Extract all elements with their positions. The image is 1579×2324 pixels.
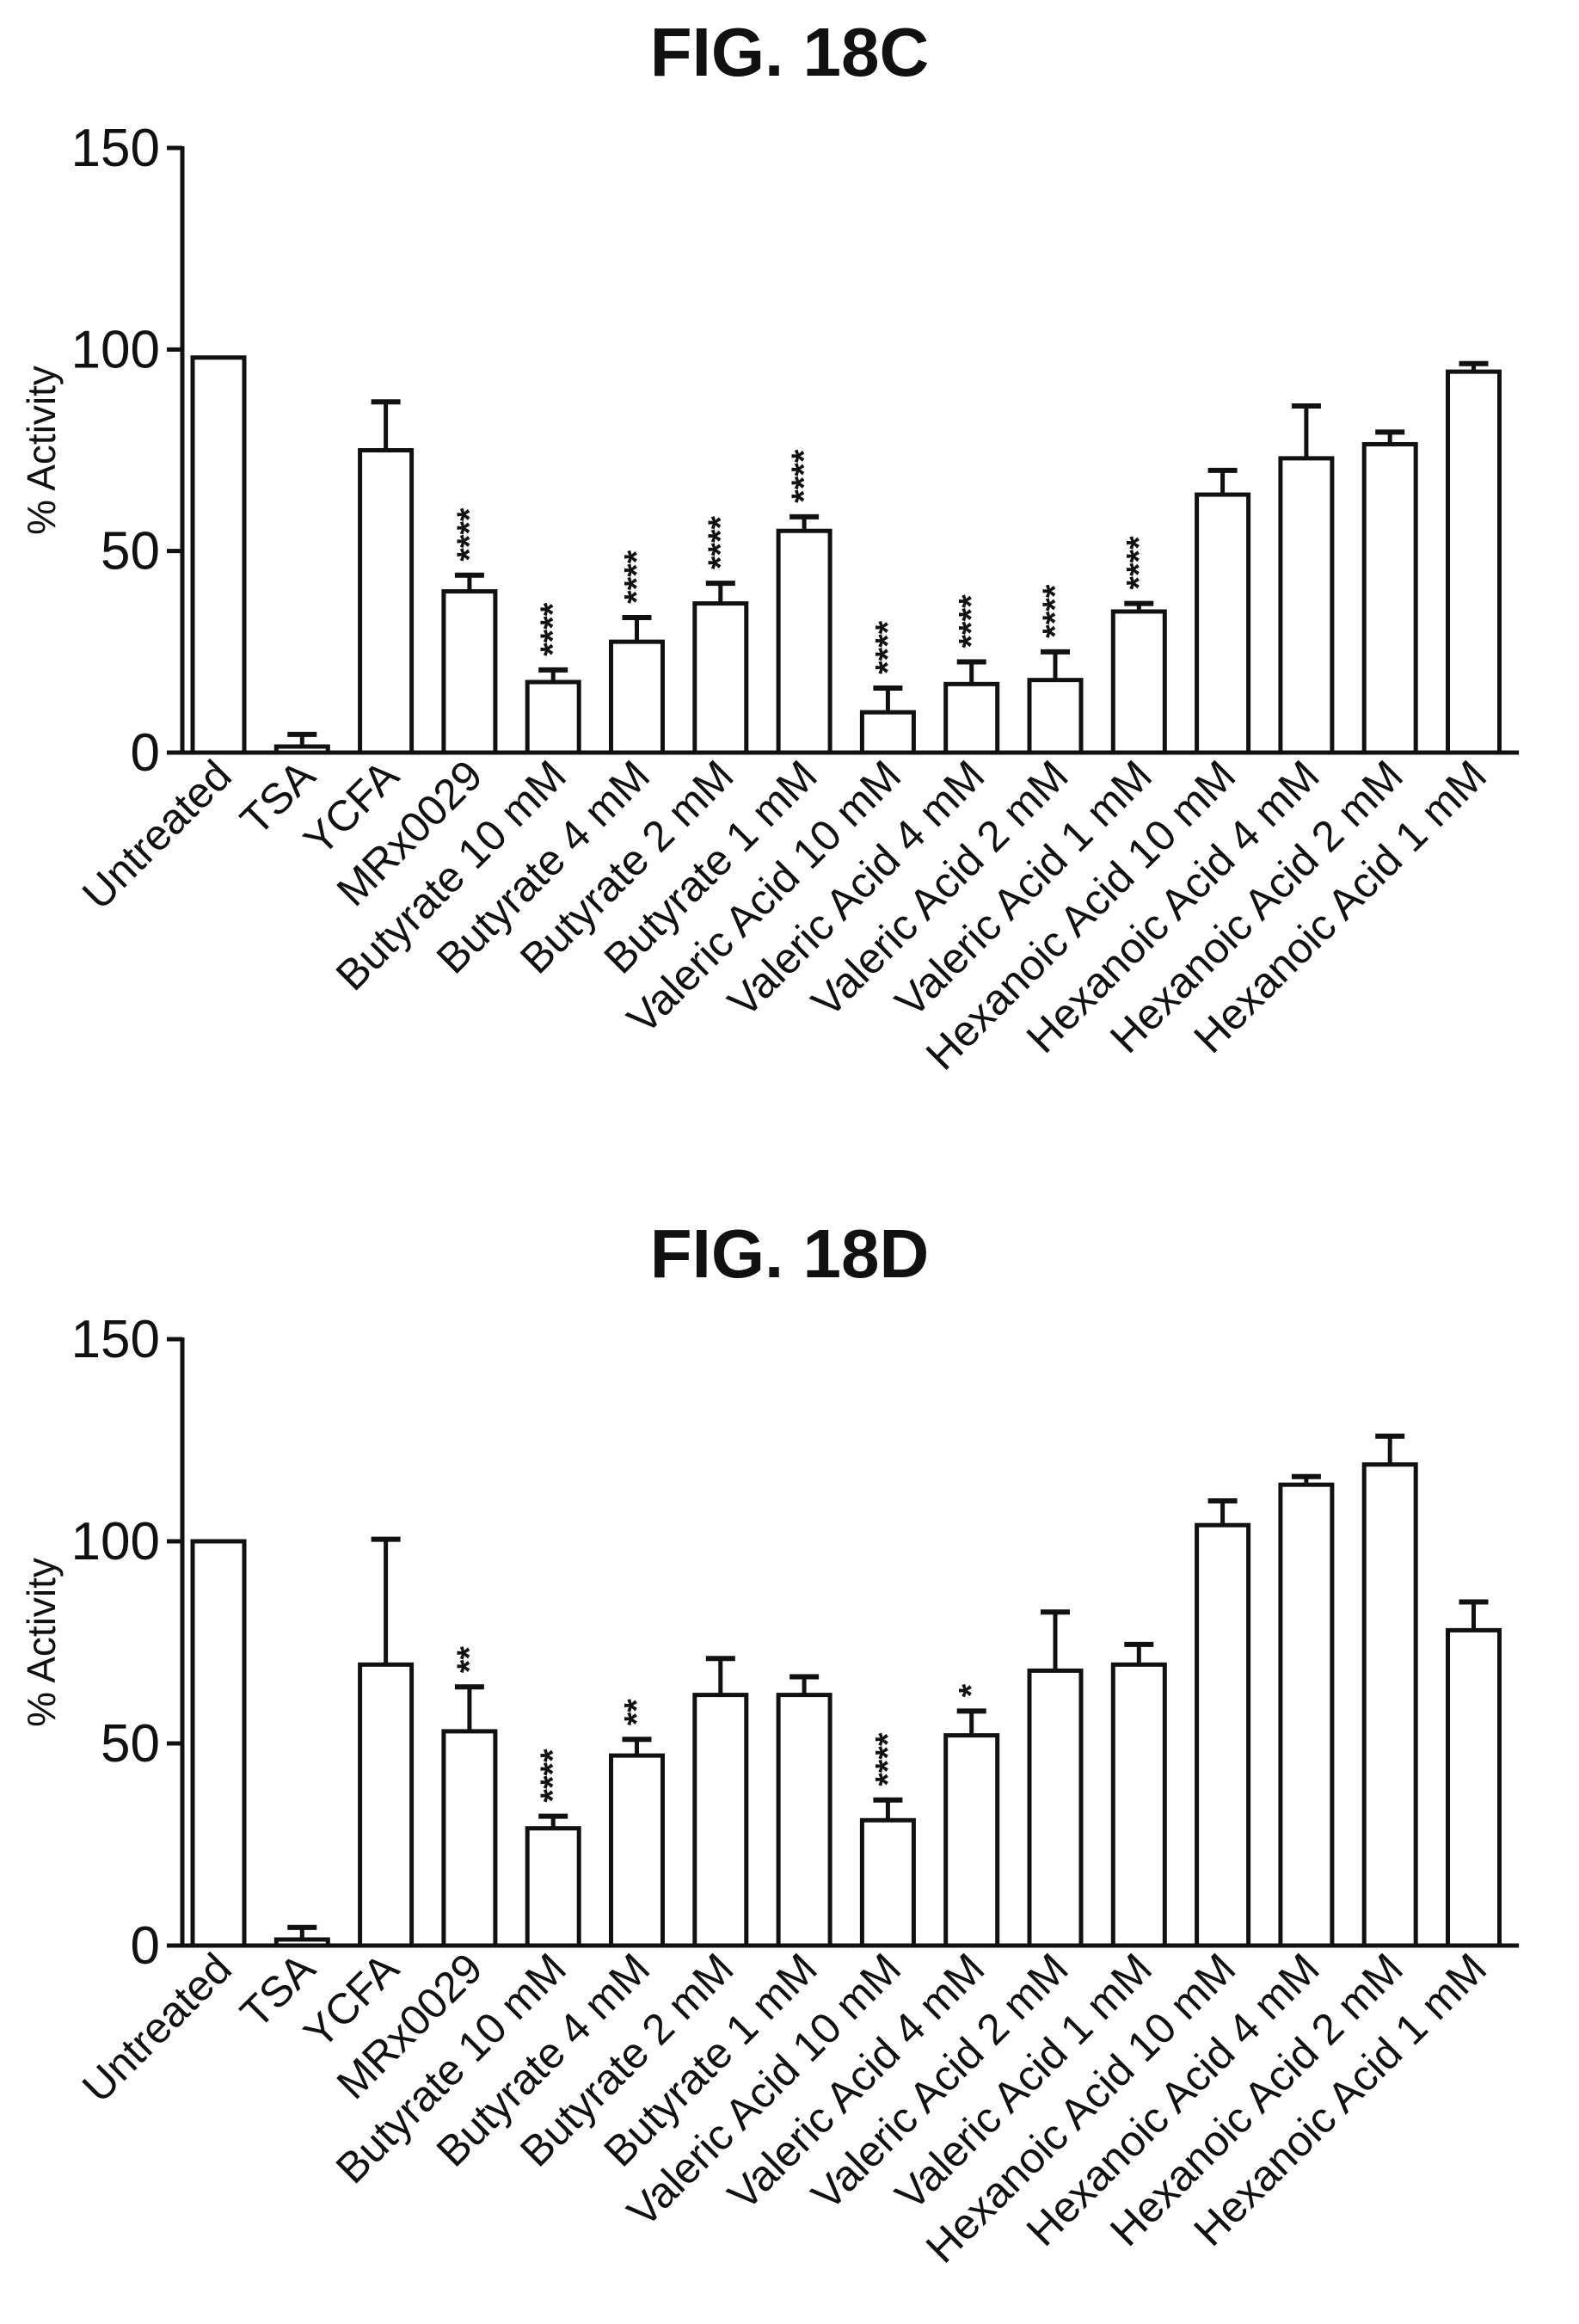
significance-label: ****: [953, 594, 991, 649]
bar: [609, 639, 665, 755]
bar: [525, 679, 581, 755]
significance-label: ****: [451, 507, 488, 562]
bar: [859, 1817, 916, 1948]
bar: [776, 1693, 833, 1948]
chart-title: FIG. 18D: [650, 1215, 930, 1292]
bar: [1195, 1522, 1251, 1948]
bar: [609, 1753, 665, 1948]
bar: [943, 681, 1000, 755]
bar: [190, 1539, 247, 1948]
bar: [1027, 678, 1084, 755]
bar: [1278, 1482, 1335, 1948]
significance-label: ****: [702, 515, 740, 569]
significance-label: **: [451, 1646, 488, 1674]
significance-label: **: [618, 1699, 656, 1726]
y-tick-label: 50: [101, 1714, 160, 1774]
bar: [692, 1693, 749, 1948]
significance-label: ****: [869, 620, 906, 674]
bar: [1446, 1627, 1502, 1948]
y-tick-label: 150: [71, 1310, 160, 1369]
bar: [358, 448, 415, 755]
significance-label: ****: [534, 602, 572, 656]
y-axis-label: % Activity: [19, 1558, 64, 1727]
bar: [273, 744, 330, 755]
y-axis-label: % Activity: [19, 366, 64, 535]
bar: [776, 528, 833, 755]
significance-label: ****: [618, 550, 656, 604]
y-tick-label: 0: [131, 1916, 160, 1976]
chart-title: FIG. 18C: [650, 14, 930, 90]
bar: [190, 355, 247, 755]
significance-label: ****: [534, 1749, 572, 1803]
bar: [1195, 492, 1251, 755]
bar: [1446, 369, 1502, 755]
y-tick-label: 100: [71, 1512, 160, 1571]
bar: [273, 1937, 330, 1948]
bar: [358, 1662, 415, 1948]
significance-label: *: [953, 1683, 991, 1697]
significance-label: ****: [869, 1732, 906, 1786]
significance-label: ****: [785, 449, 823, 503]
bar: [441, 1729, 498, 1948]
significance-label: ****: [1120, 536, 1158, 590]
y-tick-label: 50: [101, 522, 160, 581]
bar: [943, 1733, 1000, 1948]
bar: [692, 601, 749, 755]
bar: [1361, 1462, 1418, 1948]
bar: [859, 710, 916, 755]
significance-label: ****: [1036, 584, 1074, 638]
y-tick-label: 150: [71, 119, 160, 178]
y-tick-label: 100: [71, 320, 160, 379]
bar: [1110, 609, 1167, 755]
bar: [1110, 1662, 1167, 1948]
y-tick-label: 0: [131, 723, 160, 783]
bar: [1027, 1668, 1084, 1948]
bar: [441, 589, 498, 755]
bar: [1278, 456, 1335, 755]
bar: [525, 1826, 581, 1948]
bar: [1361, 441, 1418, 755]
